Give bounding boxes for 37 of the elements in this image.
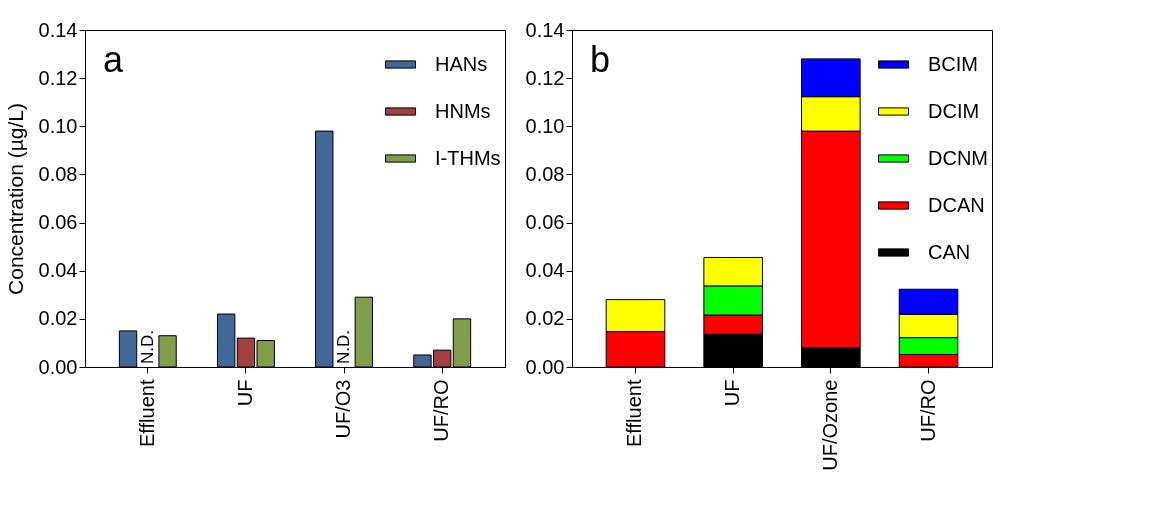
y-tick-label: 0.12: [38, 66, 78, 89]
y-tick-label: 0.12: [525, 66, 565, 89]
legend-label: DCAN: [928, 193, 985, 216]
x-tick-label: Effluent: [135, 379, 158, 447]
legend-label: DCIM: [928, 99, 980, 122]
y-tick-label: 0.14: [525, 18, 565, 41]
y-tick-label: 0.04: [525, 259, 565, 282]
y-tick-label: 0.10: [38, 114, 78, 137]
legend-label: HANs: [435, 52, 488, 75]
x-tick-label: UF/RO: [430, 379, 453, 442]
x-tick-label: UF/O3: [332, 379, 355, 439]
y-tick-label: 0.02: [38, 307, 78, 330]
annotation: N.D.: [334, 330, 354, 364]
annotation: b: [590, 39, 611, 80]
y-tick-label: 0.08: [525, 162, 565, 185]
y-tick-label: 0.00: [38, 355, 78, 378]
legend-label: HNMs: [435, 99, 491, 122]
legend-label: BCIM: [928, 52, 978, 75]
annotation: N.D.: [137, 330, 157, 364]
annotation: a: [103, 39, 124, 80]
legend-label: I-THMs: [435, 146, 501, 169]
y-tick-label: 0.14: [38, 18, 78, 41]
legend-label: DCNM: [928, 146, 988, 169]
x-tick-label: UF/Ozone: [818, 379, 841, 471]
y-tick-label: 0.08: [38, 162, 78, 185]
y-tick-label: 0.00: [525, 355, 565, 378]
y-axis-title: Concentration (µg/L): [3, 103, 27, 295]
y-tick-label: 0.06: [525, 211, 565, 234]
y-tick-label: 0.04: [38, 259, 78, 282]
x-tick-label: UF: [721, 379, 744, 407]
x-tick-label: UF/RO: [916, 379, 939, 442]
y-tick-label: 0.10: [525, 114, 565, 137]
x-tick-label: Effluent: [623, 379, 646, 447]
legend-label: CAN: [928, 240, 971, 263]
y-tick-label: 0.06: [38, 211, 78, 234]
y-tick-label: 0.02: [525, 307, 565, 330]
x-tick-label: UF: [233, 379, 256, 407]
